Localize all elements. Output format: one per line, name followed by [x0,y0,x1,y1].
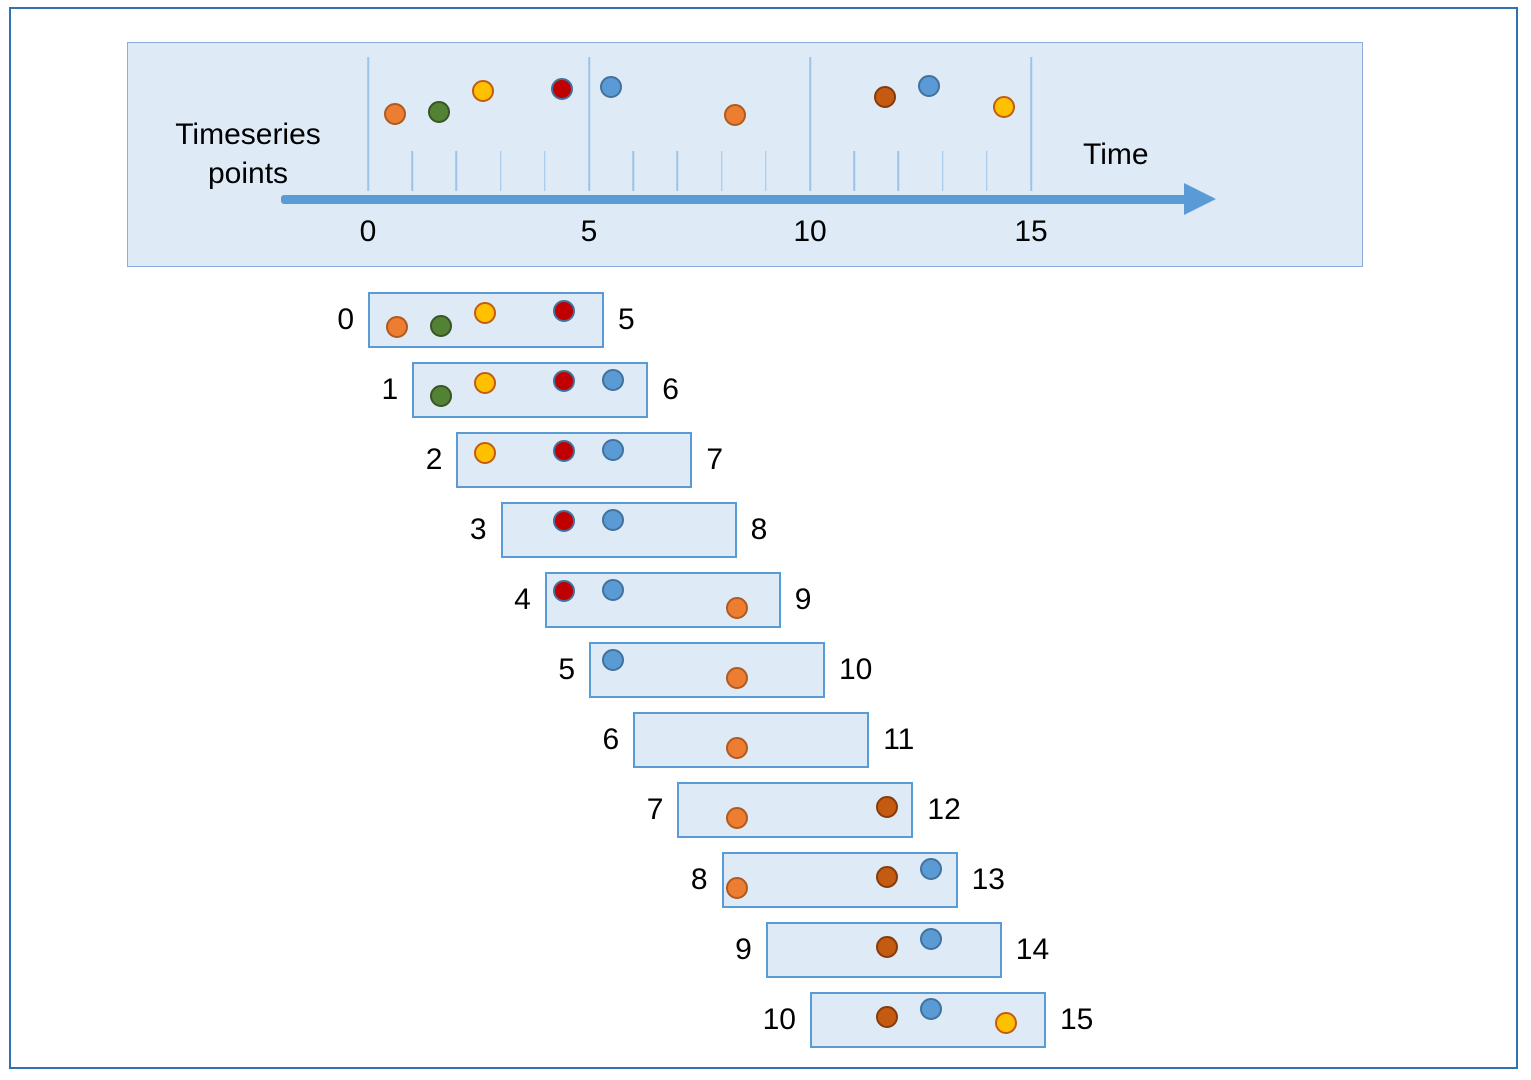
window-end-label: 14 [1015,933,1050,966]
orange-point-2 [725,806,748,829]
blue-point-2 [918,74,941,97]
window-box [810,992,1046,1048]
blue-point-1 [602,509,625,532]
blue-point-1 [602,579,625,602]
major-tick-mark [588,57,590,191]
yellow-point-1 [471,79,494,102]
window-end-label: 10 [839,653,873,686]
window-start-label: 4 [514,583,531,616]
minor-tick-mark [455,151,458,191]
window-box [765,922,1002,978]
minor-tick-mark [765,151,767,191]
window-box [721,852,958,908]
yellow-point-1 [473,301,496,324]
window-end-label: 13 [971,863,1005,896]
blue-point-1 [602,439,625,462]
window-box [456,432,693,488]
window-box [368,292,604,348]
time-axis-label: Time [1083,138,1149,171]
window-end-label: 12 [927,793,961,826]
window-start-label: 0 [337,303,354,336]
red-point [553,580,576,603]
brown-point [876,865,899,888]
window-end-label: 11 [883,723,915,756]
orange-point-2 [725,666,748,689]
window-start-label: 1 [381,373,399,406]
window-box [633,712,870,768]
orange-point-1 [385,316,408,339]
yellow-point-2 [995,1012,1018,1035]
window-start-label: 5 [558,653,575,686]
blue-point-1 [602,369,625,392]
minor-tick-mark [544,151,546,191]
window-box [677,782,914,838]
brown-point [876,1005,899,1028]
minor-tick-mark [676,151,679,191]
timeseries-points-label: Timeseries points [175,118,321,190]
window-end-label: 15 [1060,1003,1094,1036]
blue-point-2 [920,928,943,951]
yellow-point-1 [473,441,496,464]
time-arrow-shaft [281,195,1191,204]
window-start-label: 9 [735,933,752,966]
window-start-label: 7 [646,793,664,826]
window-box [589,642,825,698]
window-start-label: 10 [762,1003,796,1036]
timeline-panel: Timeseries points Time 0 5 10 15 [127,42,1363,267]
window-end-label: 5 [618,303,635,336]
window-end-label: 7 [706,443,724,476]
orange-point-1 [383,102,406,125]
yellow-point-1 [473,371,496,394]
brown-point [876,935,899,958]
window-start-label: 2 [425,443,443,476]
brown-point [874,86,897,109]
minor-tick-mark [411,151,413,191]
blue-point-1 [602,649,625,672]
green-point [429,315,452,338]
axis-tick-label: 15 [1014,215,1048,248]
orange-point-2 [725,876,748,899]
window-end-label: 6 [662,373,679,406]
window-end-label: 8 [750,513,768,546]
major-tick-mark [809,57,811,191]
orange-point-2 [723,103,746,126]
window-start-label: 6 [602,723,620,756]
window-start-label: 3 [469,513,487,546]
red-point [553,370,576,393]
window-start-label: 8 [690,863,708,896]
red-point [551,77,574,100]
orange-point-2 [725,596,748,619]
axis-tick-label: 5 [580,215,598,248]
major-tick-mark [367,57,369,191]
minor-tick-mark [632,151,634,191]
window-end-label: 9 [794,583,812,616]
red-point [553,510,576,533]
window-box [412,362,649,418]
yellow-point-2 [993,96,1016,119]
axis-tick-label: 10 [793,215,827,248]
minor-tick-mark [853,151,855,191]
timeline-axis: 0 5 10 15 [128,43,1362,266]
blue-point-2 [920,998,943,1021]
major-tick-mark [1030,57,1032,191]
orange-point-2 [725,736,748,759]
red-point [553,300,576,323]
red-point [553,440,576,463]
minor-tick-mark [986,151,988,191]
minor-tick-mark [499,151,502,191]
blue-point-2 [920,858,943,881]
axis-tick-label: 0 [359,215,377,248]
window-box [500,502,737,558]
blue-point-1 [600,75,623,98]
minor-tick-mark [941,151,944,191]
brown-point [876,795,899,818]
green-point [427,100,450,123]
minor-tick-mark [720,151,723,191]
window-box [544,572,781,628]
green-point [429,385,452,408]
minor-tick-mark [897,151,900,191]
time-arrow-head-icon [1184,183,1216,215]
